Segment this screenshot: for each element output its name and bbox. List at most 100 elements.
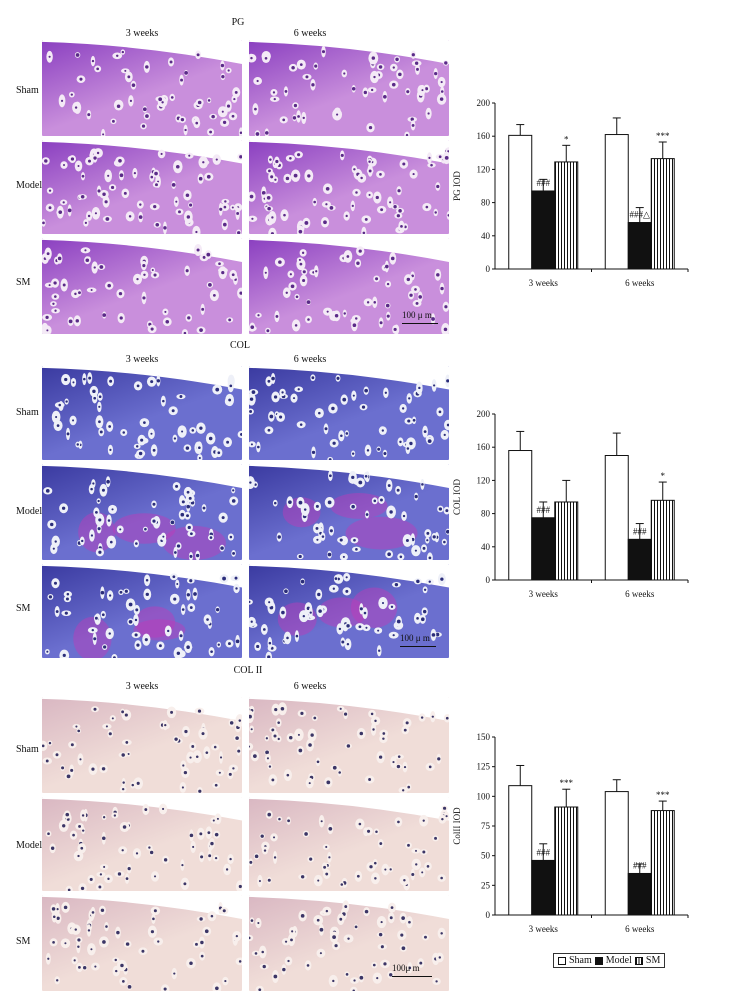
chondrocyte-nucleus [181,430,184,433]
chondrocyte-nucleus [102,192,106,196]
chondrocyte-nucleus [269,605,274,610]
chondrocyte-nucleus [229,721,234,725]
chondrocyte-nucleus [64,942,67,945]
chondrocyte-nucleus [221,271,225,275]
chondrocyte-nucleus [199,832,203,836]
chondrocyte-nucleus [197,709,202,713]
chondrocyte-nucleus [181,786,184,789]
tissue-texture [249,564,449,658]
chondrocyte-nucleus [95,510,98,514]
chondrocyte-nucleus [55,415,58,419]
chondrocyte-nucleus [434,836,437,840]
chondrocyte-nucleus [329,206,334,210]
chondrocyte-nucleus [265,750,269,755]
chondrocyte-nucleus [295,295,299,299]
chondrocyte-nucleus [116,930,120,935]
row-label-sham: Sham [16,744,39,755]
chondrocyte-nucleus [249,714,252,719]
chondrocyte-nucleus [439,97,444,101]
chondrocyte-nucleus [264,271,267,274]
chondrocyte-nucleus [358,822,362,826]
chondrocyte-nucleus [401,916,405,920]
chondrocyte-nucleus [407,843,410,847]
chondrocyte-nucleus [183,882,187,886]
scale-bar-label: 100 μ m [402,310,432,320]
chondrocyte-nucleus [267,428,271,432]
chondrocyte-nucleus [109,540,113,544]
chondrocyte-nucleus [421,871,424,874]
chondrocyte-nucleus [223,205,227,209]
chondrocyte-nucleus [91,628,94,632]
row-label-sm: SM [16,603,31,614]
chondrocyte-nucleus [367,829,371,833]
chondrocyte-nucleus [273,395,278,399]
chondrocyte-nucleus [419,961,423,965]
chondrocyte-nucleus [325,203,328,206]
chondrocyte-nucleus [297,153,301,157]
chondrocyte-nucleus [77,945,80,949]
chondrocyte-nucleus [119,590,123,594]
chondrocyte-nucleus [351,504,355,509]
chondrocyte-nucleus [307,318,310,321]
chondrocyte-nucleus [328,458,332,460]
chondrocyte-nucleus [270,175,274,179]
chondrocyte-nucleus [155,183,158,187]
chondrocyte-lacuna [249,742,254,751]
chondrocyte-nucleus [222,576,226,581]
chondrocyte-nucleus [380,945,384,949]
column-label-6-weeks: 6 weeks [293,681,327,692]
chondrocyte-nucleus [175,200,178,203]
chondrocyte-nucleus [313,200,317,204]
tissue-edge [249,366,449,390]
chondrocyte-nucleus [231,273,235,277]
chondrocyte-nucleus [287,819,291,823]
chondrocyte-lacuna [249,53,257,63]
chondrocyte-nucleus [403,728,407,732]
chondrocyte-nucleus [275,159,279,164]
chondrocyte-nucleus [260,834,264,838]
chondrocyte-nucleus [256,79,259,83]
chondrocyte-nucleus [412,418,416,422]
chondrocyte-nucleus [142,296,146,300]
chondrocyte-nucleus [82,829,85,832]
chondrocyte-nucleus [185,193,190,197]
chondrocyte-nucleus [401,407,405,410]
legend-swatch-model [594,956,603,965]
y-tick-label: 160 [477,442,491,452]
chondrocyte-nucleus [345,973,349,976]
chondrocyte-nucleus [306,964,310,967]
chondrocyte-nucleus [263,849,267,852]
chondrocyte-nucleus [250,56,253,60]
chondrocyte-nucleus [408,920,411,924]
chondrocyte-nucleus [231,206,234,209]
chondrocyte-nucleus [440,876,443,880]
chondrocyte-nucleus [385,303,390,308]
chondrocyte-nucleus [152,448,156,452]
tissue-texture [249,464,449,560]
chondrocyte-nucleus [274,178,277,181]
chondrocyte-nucleus [257,314,260,317]
chondrocyte-nucleus [122,781,125,784]
chondrocyte-nucleus [234,90,238,94]
chondrocyte-nucleus [195,942,198,946]
chondrocyte-nucleus [133,172,136,175]
chondrocyte-nucleus [397,755,401,758]
chondrocyte-nucleus [102,836,106,841]
chondrocyte-nucleus [202,255,206,259]
chondrocyte-nucleus [249,194,254,199]
chondrocyte-nucleus [306,300,311,304]
chondrocyte-nucleus [215,608,220,612]
chondrocyte-nucleus [48,55,51,58]
x-tick-label: 6 weeks [625,924,655,934]
chondrocyte-nucleus [160,152,163,156]
chondrocyte-nucleus [384,264,389,269]
chondrocyte-nucleus [301,251,305,255]
legend-label-sm: SM [645,955,661,966]
chondrocyte-nucleus [418,295,423,299]
chondrocyte-nucleus [369,865,373,869]
chondrocyte-nucleus [211,114,215,119]
chondrocyte-nucleus [81,539,84,543]
chondrocyte-nucleus [381,602,385,605]
chondrocyte-nucleus [156,379,161,383]
chondrocyte-nucleus [351,204,354,208]
